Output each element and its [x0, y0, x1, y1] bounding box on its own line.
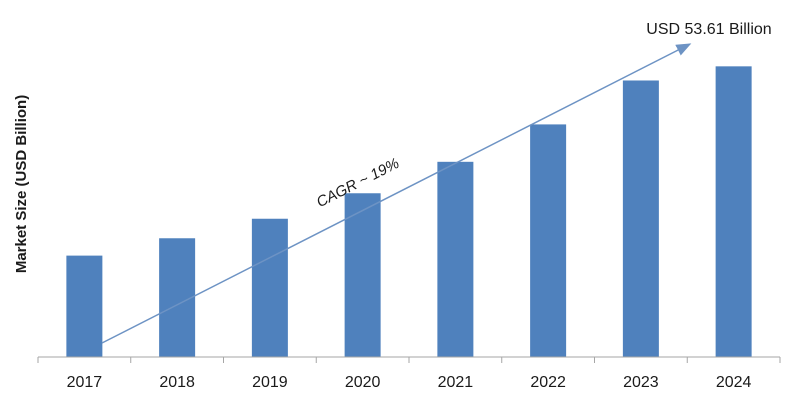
x-tick-label-2019: 2019: [252, 374, 288, 391]
bar-2017: [66, 255, 103, 357]
x-tick-label-2021: 2021: [438, 374, 474, 391]
x-tick-label-2023: 2023: [623, 374, 659, 391]
bar-2019: [251, 218, 288, 357]
x-tick-label-2024: 2024: [716, 374, 752, 391]
bar-2018: [159, 238, 196, 357]
x-tick-label-2018: 2018: [159, 374, 195, 391]
bar-2021: [437, 161, 474, 357]
bar-2020: [344, 193, 381, 357]
x-tick-label-2022: 2022: [530, 374, 566, 391]
bar-2024: [715, 66, 752, 357]
end-value-label: USD 53.61 Billion: [646, 21, 771, 38]
y-axis-label: Market Size (USD Billion): [13, 95, 30, 273]
bar-2023: [622, 80, 659, 357]
x-tick-label-2020: 2020: [345, 374, 381, 391]
x-axis-tick-labels: 2017 2018 2019 2020 2021 2022 2023 2024: [67, 374, 752, 391]
x-axis-ticks: [37, 357, 781, 363]
bar-2022: [530, 124, 567, 357]
bars-group: [66, 66, 752, 357]
x-tick-label-2017: 2017: [67, 374, 103, 391]
cagr-trend-arrow: [101, 43, 692, 344]
